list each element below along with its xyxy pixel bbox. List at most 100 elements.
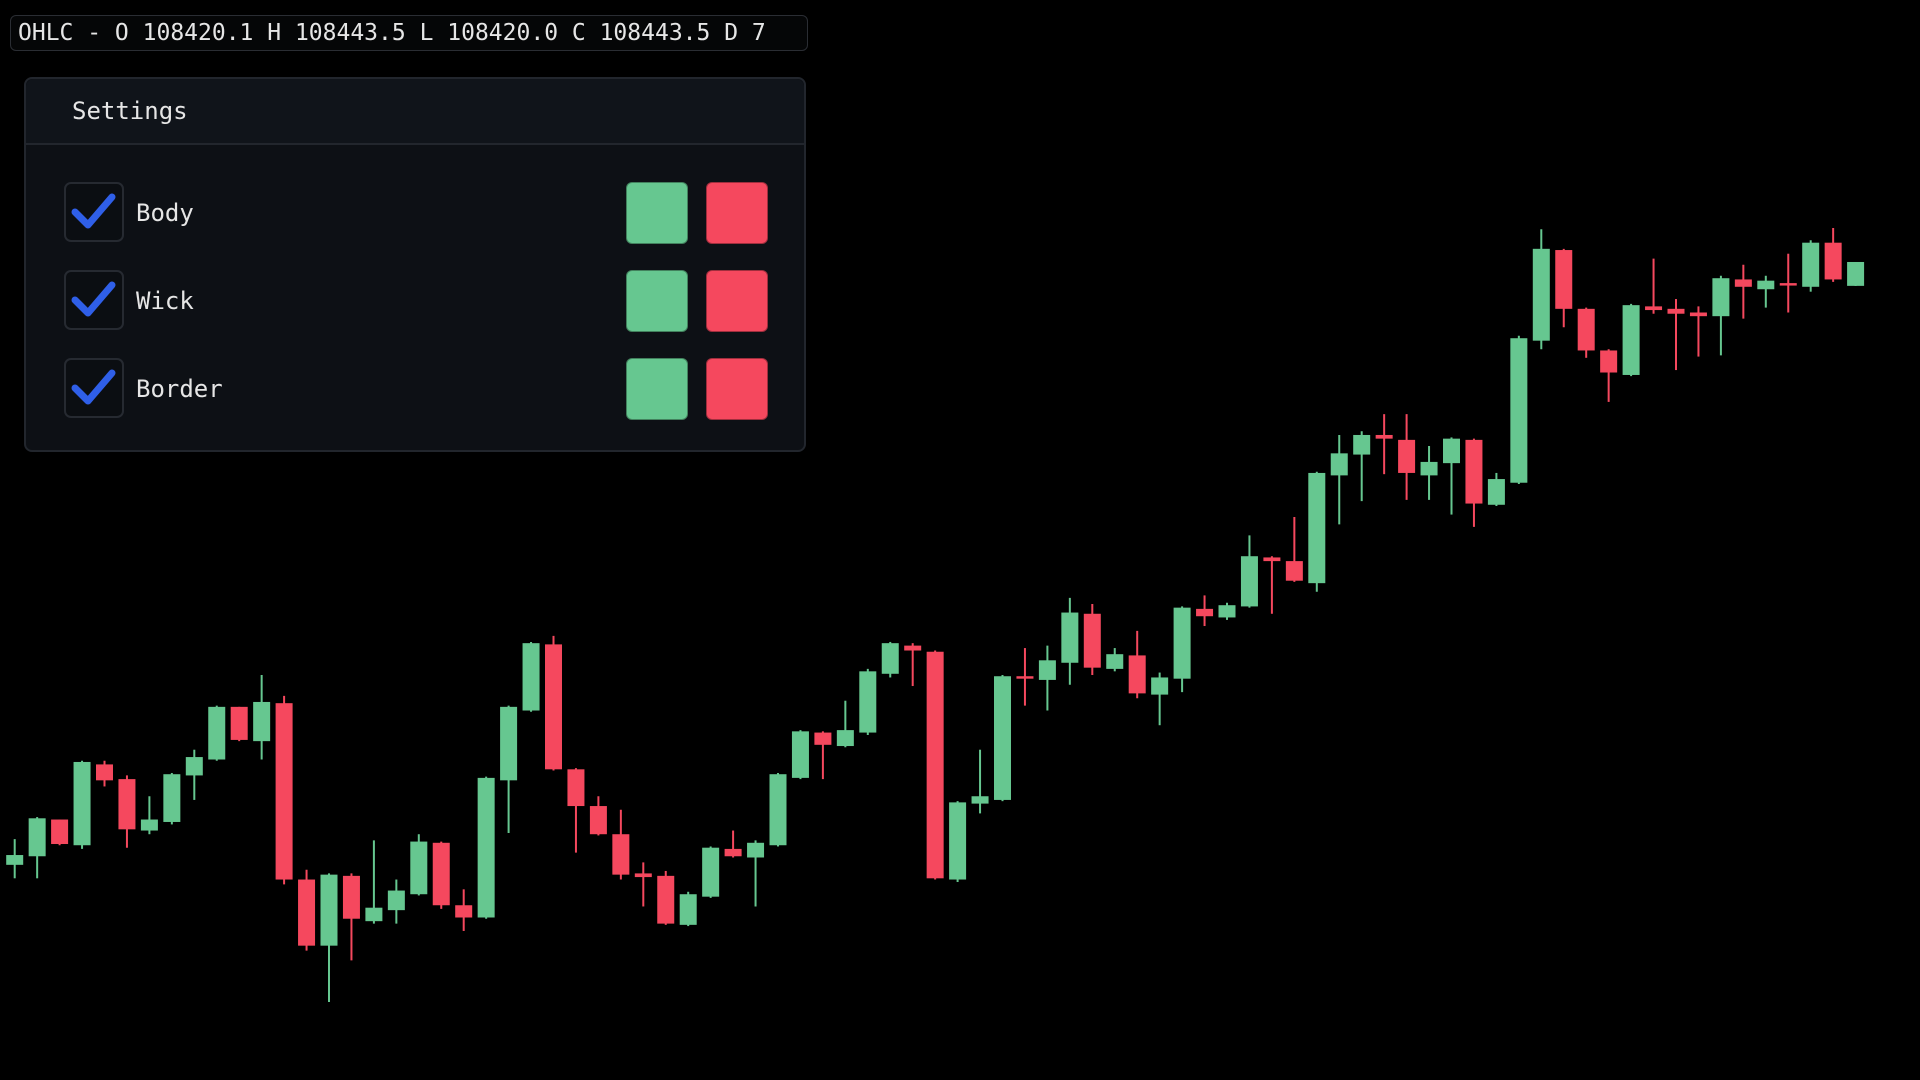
candle-body (702, 847, 720, 897)
candle-body (1734, 279, 1752, 287)
candle-body (1398, 439, 1416, 473)
candle-body (1375, 434, 1393, 439)
candle-body (1196, 608, 1214, 617)
settings-row: Border (64, 358, 774, 420)
candle-body (1308, 472, 1326, 584)
candle-body (1465, 439, 1483, 504)
checkbox[interactable] (64, 270, 124, 330)
settings-panel: Settings Body Wick Border (24, 77, 806, 452)
candle-body (253, 701, 271, 742)
checkmark (71, 193, 116, 229)
down-color-swatch[interactable] (706, 358, 768, 420)
candle-body (791, 731, 809, 778)
candle-body (1510, 338, 1528, 483)
candle-body (589, 806, 607, 835)
candle-body (1083, 613, 1101, 668)
candle-body (1263, 557, 1281, 562)
checkmark (71, 369, 116, 405)
candle-body (432, 842, 450, 906)
up-color-swatch[interactable] (626, 270, 688, 332)
candle-body (1151, 677, 1169, 695)
candle-body (1353, 434, 1371, 455)
candle-body (836, 730, 854, 747)
checkmark-path (71, 369, 116, 405)
settings-row: Wick (64, 270, 774, 332)
candle-body (859, 671, 877, 733)
candle-body (1645, 306, 1663, 311)
candle-body (545, 644, 562, 770)
checkbox[interactable] (64, 358, 124, 418)
candle-body (971, 796, 989, 804)
candle-body (118, 779, 136, 830)
checkbox[interactable] (64, 182, 124, 242)
candle-body (51, 819, 69, 845)
candle-body (949, 802, 967, 880)
candle-body (1038, 660, 1056, 680)
candle-body (1689, 312, 1707, 317)
candle-body (1218, 605, 1236, 618)
candle-body (342, 875, 360, 919)
candle-body (634, 873, 652, 878)
candle-body (185, 757, 203, 776)
candle-body (881, 643, 899, 674)
candle-body (612, 834, 630, 875)
candle-body (1443, 438, 1460, 464)
candle-body (298, 879, 316, 946)
setting-label: Body (136, 199, 194, 227)
candle-body (567, 769, 585, 807)
candle-body (1555, 250, 1573, 309)
candle-body (275, 703, 293, 880)
setting-label: Border (136, 375, 223, 403)
candle-body (410, 841, 428, 895)
candle-body (904, 645, 922, 651)
candle-body (1330, 453, 1348, 476)
candle-body (1802, 242, 1820, 287)
checkmark-path (71, 193, 116, 229)
candle-body (1128, 655, 1146, 694)
candle-body (724, 848, 742, 857)
candle-body (6, 855, 24, 865)
candle-body (73, 761, 91, 846)
up-color-swatch[interactable] (626, 358, 688, 420)
candle-body (1712, 278, 1730, 317)
candle-body (1240, 556, 1258, 607)
checkmark (71, 281, 116, 317)
candle-body (994, 676, 1011, 800)
candle-body (1061, 612, 1079, 663)
candle-body (679, 894, 697, 925)
candle-body (1779, 283, 1797, 286)
settings-title: Settings (26, 79, 804, 145)
candle-body (814, 732, 832, 745)
candle-body (1016, 676, 1034, 679)
candle-body (1824, 242, 1842, 280)
candle-body (1622, 305, 1640, 375)
candle-body (1757, 280, 1775, 290)
setting-label: Wick (136, 287, 194, 315)
candle-body (1106, 654, 1124, 669)
candle-body (1577, 308, 1595, 351)
candle-body (926, 651, 944, 879)
candle-body (522, 643, 540, 711)
down-color-swatch[interactable] (706, 182, 768, 244)
candle-body (365, 907, 383, 922)
candle-body (769, 774, 787, 846)
candle-body (1847, 261, 1865, 286)
candle-body (1173, 607, 1191, 679)
candle-body (1285, 561, 1303, 581)
candle-body (1600, 350, 1618, 373)
down-color-swatch[interactable] (706, 270, 768, 332)
checkmark-path (71, 281, 116, 317)
candle-body (320, 874, 338, 946)
candle-body (477, 777, 495, 918)
candle-body (1667, 308, 1685, 314)
candle-body (500, 706, 518, 781)
ohlc-legend: OHLC - O 108420.1 H 108443.5 L 108420.0 … (10, 15, 808, 51)
candle-body (1532, 248, 1550, 341)
candle-body (163, 774, 181, 822)
candle-body (230, 706, 248, 740)
candle-body (387, 890, 405, 911)
candle-body (1420, 461, 1438, 476)
up-color-swatch[interactable] (626, 182, 688, 244)
